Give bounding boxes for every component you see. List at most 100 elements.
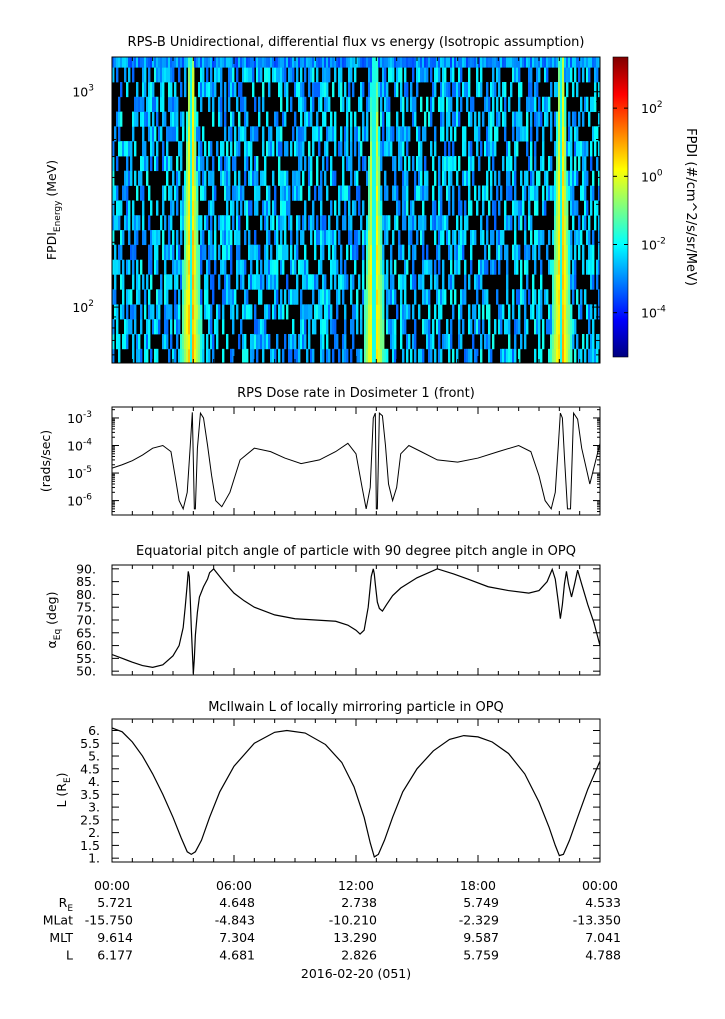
spectrogram-cell <box>454 156 457 172</box>
spectrogram-cell <box>592 57 595 68</box>
spectrogram-cell <box>506 170 509 186</box>
spectrogram-cell <box>148 111 151 127</box>
spectrogram-cell <box>270 57 273 68</box>
spectrogram-cell <box>244 348 247 364</box>
spectrogram-cell <box>528 81 531 98</box>
spectrogram-cell <box>138 348 141 364</box>
spectrogram-cell <box>308 170 311 186</box>
spectrogram-cell <box>496 230 499 246</box>
spectrogram-cell <box>536 57 539 68</box>
spectrogram-cell <box>130 244 133 261</box>
spectrogram-cell <box>146 319 149 335</box>
spectrogram-cell <box>202 244 205 261</box>
spectrogram-cell <box>438 319 441 335</box>
spectrogram-cell <box>136 289 139 305</box>
spectrogram-cell <box>240 96 243 112</box>
spectrogram-cell <box>534 156 537 172</box>
spectrogram-cell <box>398 67 401 83</box>
spectrogram-cell <box>440 126 443 142</box>
spectrogram-cell <box>544 170 547 186</box>
spectrogram-cell <box>558 289 561 305</box>
spectrogram-cell <box>176 244 179 261</box>
spectrogram-cell <box>458 185 461 201</box>
spectrogram-cell <box>488 156 491 172</box>
spectrogram-cell <box>332 230 335 246</box>
spectrogram-cell <box>580 348 583 364</box>
spectrogram-cell <box>574 230 577 246</box>
spectrogram-cell <box>254 230 257 246</box>
spectrogram-cell <box>366 215 369 231</box>
spectrogram-cell <box>460 215 463 231</box>
spectrogram-cell <box>294 348 297 364</box>
spectrogram-cell <box>422 215 425 231</box>
spectrogram-cell <box>372 274 375 290</box>
spectrogram-cell <box>170 333 173 350</box>
spectrogram-cell <box>156 141 159 157</box>
spectrogram-cell <box>516 57 519 68</box>
spectrogram-cell <box>450 274 453 290</box>
spectrogram-cell <box>534 289 537 305</box>
spectrogram-cell <box>594 141 597 157</box>
spectrogram-cell <box>302 215 305 231</box>
y-tick-label-base: 10 <box>67 466 83 481</box>
spectrogram-cell <box>156 289 159 305</box>
spectrogram-cell <box>322 244 325 261</box>
spectrogram-cell <box>344 304 347 320</box>
spectrogram-cell <box>534 319 537 335</box>
spectrogram-cell <box>504 200 507 216</box>
spectrogram-cell <box>428 111 431 127</box>
spectrogram-cell <box>158 319 161 335</box>
l-shell-y-label: L (RE) <box>54 772 73 807</box>
spectrogram-cell <box>538 230 541 246</box>
spectrogram-cell <box>168 81 171 98</box>
spectrogram-cell <box>276 333 279 350</box>
spectrogram-cell <box>410 57 413 68</box>
spectrogram-cell <box>244 96 247 112</box>
spectrogram-cell <box>280 141 283 157</box>
spectrogram-cell <box>540 274 543 290</box>
spectrogram-cell <box>560 170 563 186</box>
spectrogram-cell <box>396 304 399 320</box>
spectrogram-cell <box>270 141 273 157</box>
spectrogram-cell <box>136 333 139 350</box>
spectrogram-cell <box>434 57 437 68</box>
spectrogram-cell <box>392 274 395 290</box>
spectrogram-cell <box>298 170 301 186</box>
spectrogram-cell <box>536 67 539 83</box>
spectrogram-cell <box>226 200 229 216</box>
spectrogram-cell <box>188 319 191 335</box>
spectrogram-cell <box>566 259 569 275</box>
spectrogram-cell <box>182 289 185 305</box>
spectrogram-cell <box>152 319 155 335</box>
spectrogram-cell <box>368 274 371 290</box>
spectrogram-cell <box>344 200 347 216</box>
spectrogram-cell <box>186 126 189 142</box>
spectrogram-cell <box>250 126 253 142</box>
spectrogram-cell <box>424 57 427 68</box>
spectrogram-cell <box>246 348 249 364</box>
spectrogram-cell <box>526 57 529 68</box>
spectrogram-cell <box>468 57 471 68</box>
spectrogram-cell <box>528 96 531 112</box>
spectrogram-cell <box>376 141 379 157</box>
spectrogram-cell <box>448 170 451 186</box>
spectrogram-cell <box>438 289 441 305</box>
spectrogram-cell <box>530 170 533 186</box>
spectrogram-cell <box>198 170 201 186</box>
spectrogram-cell <box>358 156 361 172</box>
spectrogram-cell <box>424 259 427 275</box>
ephemeris-row-label-main: MLat <box>43 913 73 928</box>
spectrogram-cell <box>274 230 277 246</box>
spectrogram-cell <box>484 259 487 275</box>
spectrogram-cell <box>560 156 563 172</box>
spectrogram-cell <box>388 96 391 112</box>
spectrogram-cell <box>548 96 551 112</box>
spectrogram-cell <box>458 156 461 172</box>
ephemeris-value: -15.750 <box>85 913 133 928</box>
spectrogram-cell <box>404 259 407 275</box>
spectrogram-cell <box>538 170 541 186</box>
spectrogram-cell <box>172 111 175 127</box>
spectrogram-cell <box>238 111 241 127</box>
spectrogram-cell <box>296 274 299 290</box>
spectrogram-cell <box>438 170 441 186</box>
